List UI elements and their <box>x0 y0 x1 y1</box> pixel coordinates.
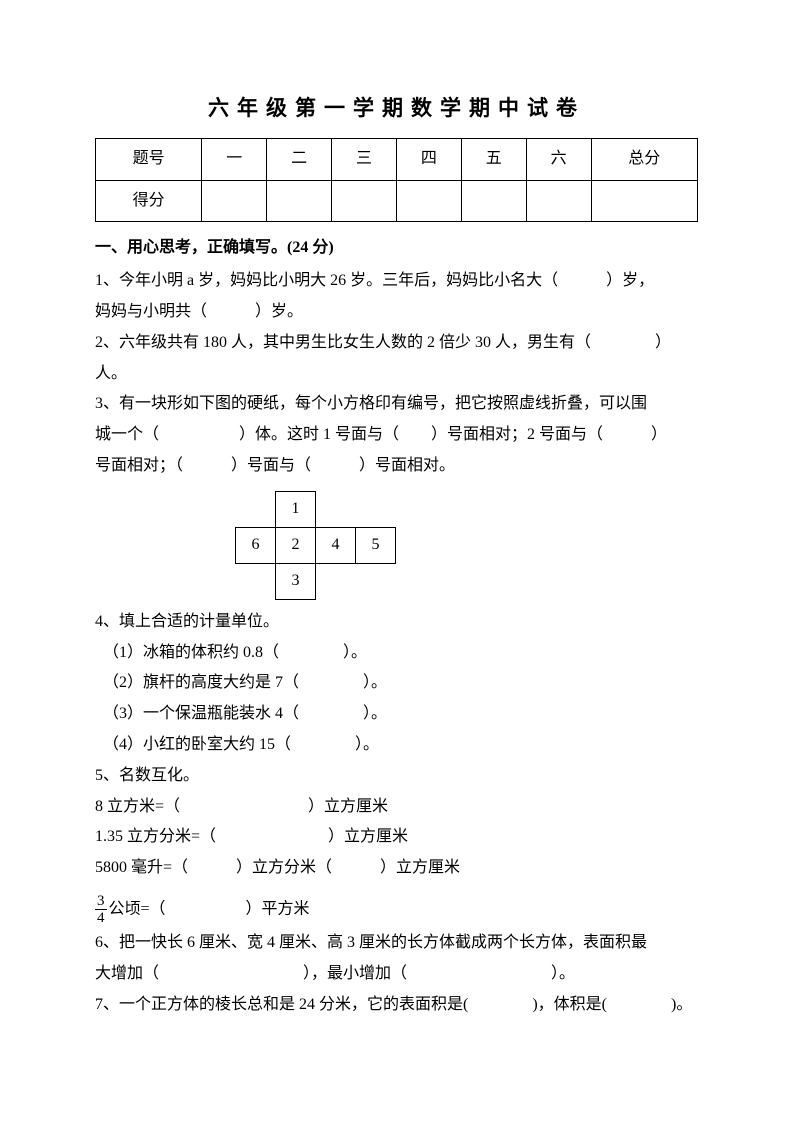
question-6-line2: 大增加（ ），最小增加（ ）。 <box>95 960 698 989</box>
question-1-line2: 妈妈与小明共（ ）岁。 <box>95 298 698 327</box>
table-score-row: 得分 <box>96 180 698 222</box>
net-cell-5: 5 <box>356 527 396 563</box>
table-header-row: 题号 一 二 三 四 五 六 总分 <box>96 138 698 180</box>
question-5-1: 8 立方米=（ ）立方厘米 <box>95 793 698 822</box>
question-3-line2: 城一个（ ）体。这时 1 号面与（ ）号面相对；2 号面与（ ） <box>95 421 698 450</box>
score-cell <box>396 180 461 222</box>
score-cell <box>591 180 697 222</box>
score-cell <box>202 180 267 222</box>
question-5: 5、名数互化。 <box>95 762 698 791</box>
score-cell <box>461 180 526 222</box>
question-3-line1: 3、有一块形如下图的硬纸，每个小方格印有编号，把它按照虚线折叠，可以围 <box>95 390 698 419</box>
net-cell-4: 4 <box>316 527 356 563</box>
header-cell: 六 <box>526 138 591 180</box>
header-cell: 总分 <box>591 138 697 180</box>
question-2-line2: 人。 <box>95 360 698 389</box>
question-7: 7、一个正方体的棱长总和是 24 分米，它的表面积是( )，体积是( )。 <box>95 991 698 1020</box>
score-cell <box>332 180 397 222</box>
question-4: 4、填上合适的计量单位。 <box>95 608 698 637</box>
question-5-4-text: 公顷=（ ）平方米 <box>109 901 310 918</box>
fraction-3-4: 3 4 <box>95 893 107 927</box>
header-cell: 四 <box>396 138 461 180</box>
question-6-line1: 6、把一快长 6 厘米、宽 4 厘米、高 3 厘米的长方体截成两个长方体，表面积… <box>95 929 698 958</box>
question-4-3: （3）一个保温瓶能装水 4（ ）。 <box>95 700 698 729</box>
question-5-2: 1.35 立方分米=（ ）立方厘米 <box>95 823 698 852</box>
question-4-1: （1）冰箱的体积约 0.8（ ）。 <box>95 639 698 668</box>
question-4-4: （4）小红的卧室大约 15（ ）。 <box>95 731 698 760</box>
header-cell: 一 <box>202 138 267 180</box>
score-label-cell: 得分 <box>96 180 202 222</box>
section-1-title: 一、用心思考，正确填写。(24 分) <box>95 234 698 263</box>
header-cell: 二 <box>267 138 332 180</box>
header-cell: 三 <box>332 138 397 180</box>
question-3-line3: 号面相对；（ ）号面与（ ）号面相对。 <box>95 452 698 481</box>
score-cell <box>526 180 591 222</box>
question-4-2: （2）旗杆的高度大约是 7（ ）。 <box>95 669 698 698</box>
score-cell <box>267 180 332 222</box>
question-2-line1: 2、六年级共有 180 人，其中男生比女生人数的 2 倍少 30 人，男生有（ … <box>95 329 698 358</box>
header-cell: 题号 <box>96 138 202 180</box>
net-cell-3: 3 <box>276 563 316 599</box>
question-5-3: 5800 毫升=（ ）立方分米（ ）立方厘米 <box>95 854 698 883</box>
cube-net-diagram: 1 6 2 4 5 3 <box>235 491 698 600</box>
net-cell-1: 1 <box>276 491 316 527</box>
fraction-numerator: 3 <box>95 893 107 911</box>
fraction-denominator: 4 <box>95 910 107 927</box>
question-5-4: 3 4 公顷=（ ）平方米 <box>95 893 698 927</box>
header-cell: 五 <box>461 138 526 180</box>
net-cell-6: 6 <box>236 527 276 563</box>
page-title: 六年级第一学期数学期中试卷 <box>95 90 698 128</box>
net-cell-2: 2 <box>276 527 316 563</box>
question-1-line1: 1、今年小明 a 岁，妈妈比小明大 26 岁。三年后，妈妈比小名大（ ）岁， <box>95 267 698 296</box>
score-table: 题号 一 二 三 四 五 六 总分 得分 <box>95 138 698 223</box>
